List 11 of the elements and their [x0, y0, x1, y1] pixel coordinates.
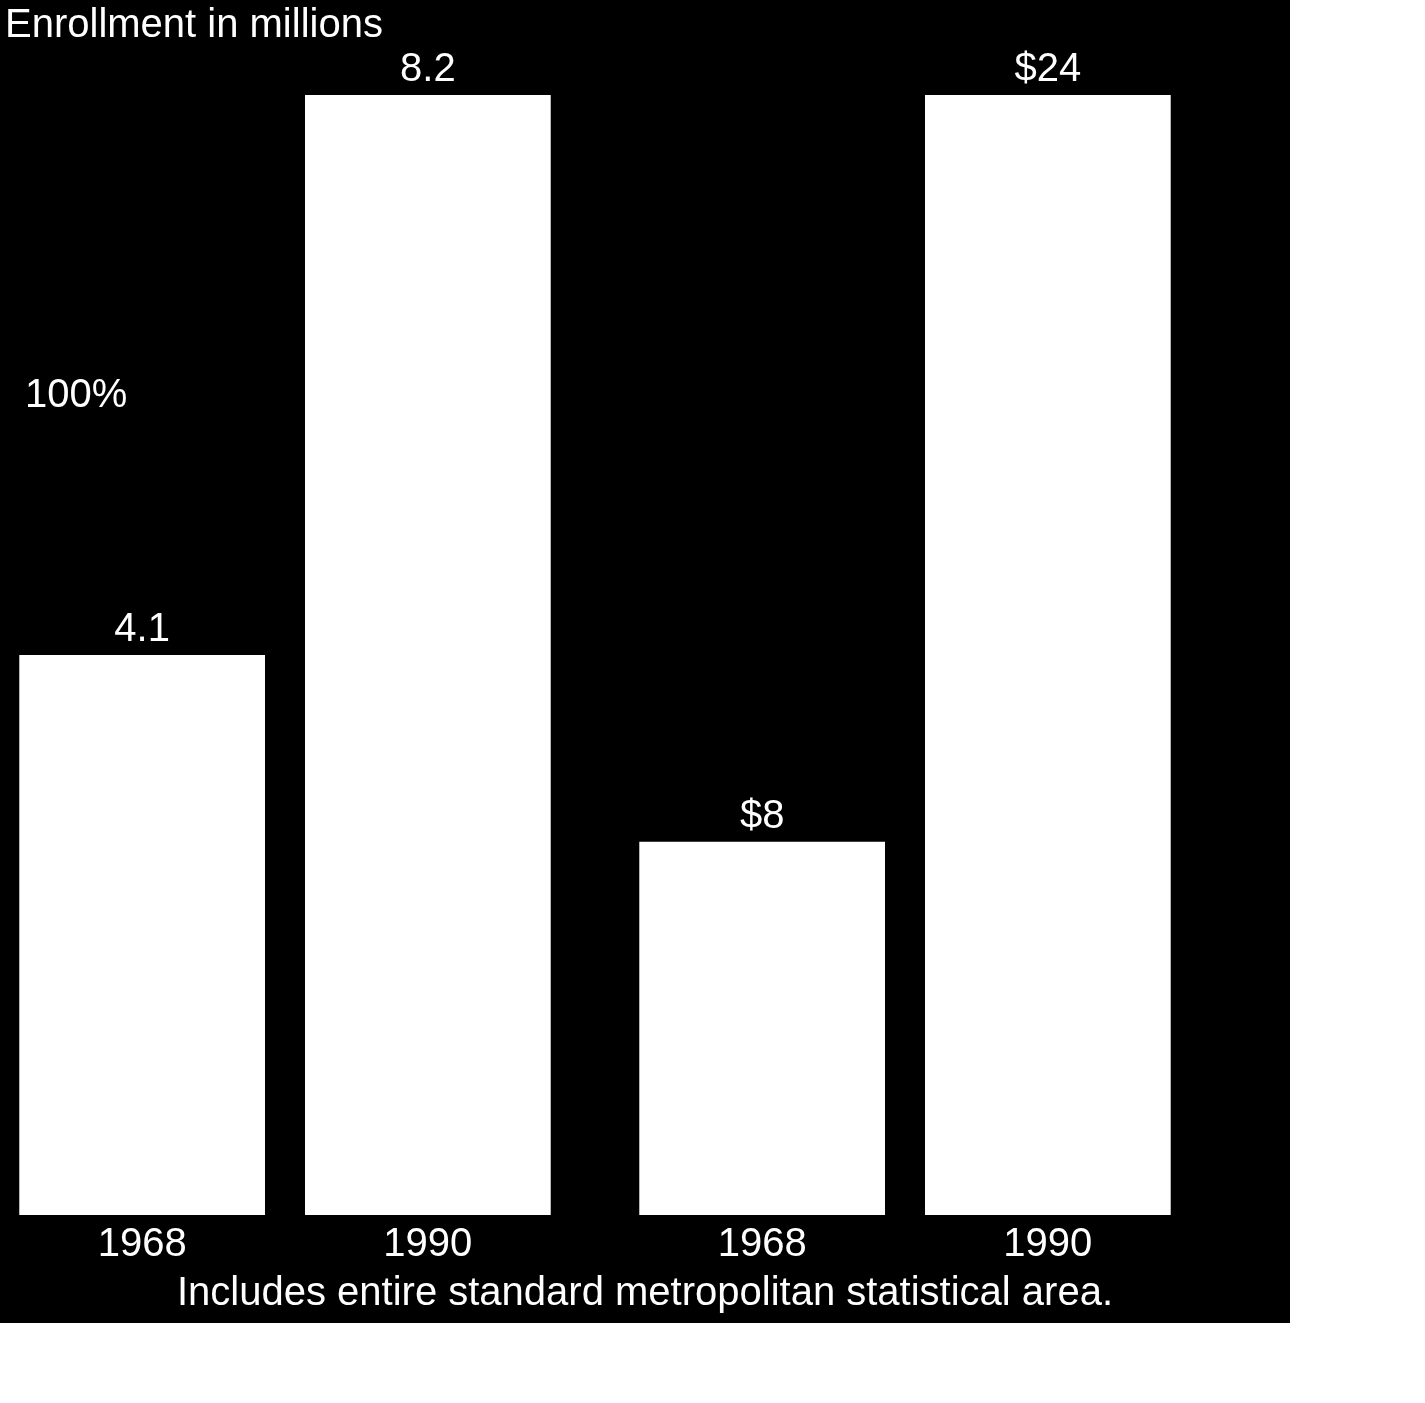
x-tick-label: 1990: [383, 1219, 473, 1264]
annotation: 100%: [25, 371, 128, 415]
text: Includes entire standard metropolitan statistical area.: [176, 1269, 1114, 1313]
data-label: $8: [739, 791, 785, 836]
x-tick-label: 1968: [97, 1219, 187, 1264]
x-tick-label: 1990: [1003, 1219, 1093, 1264]
chart-title: Enrollment in millions: [5, 1, 383, 45]
x-tick-label: 1968: [717, 1219, 807, 1264]
data-label: $24: [1014, 45, 1082, 89]
data-label: 4.1: [114, 605, 170, 649]
data-label: 8.2: [400, 45, 456, 89]
